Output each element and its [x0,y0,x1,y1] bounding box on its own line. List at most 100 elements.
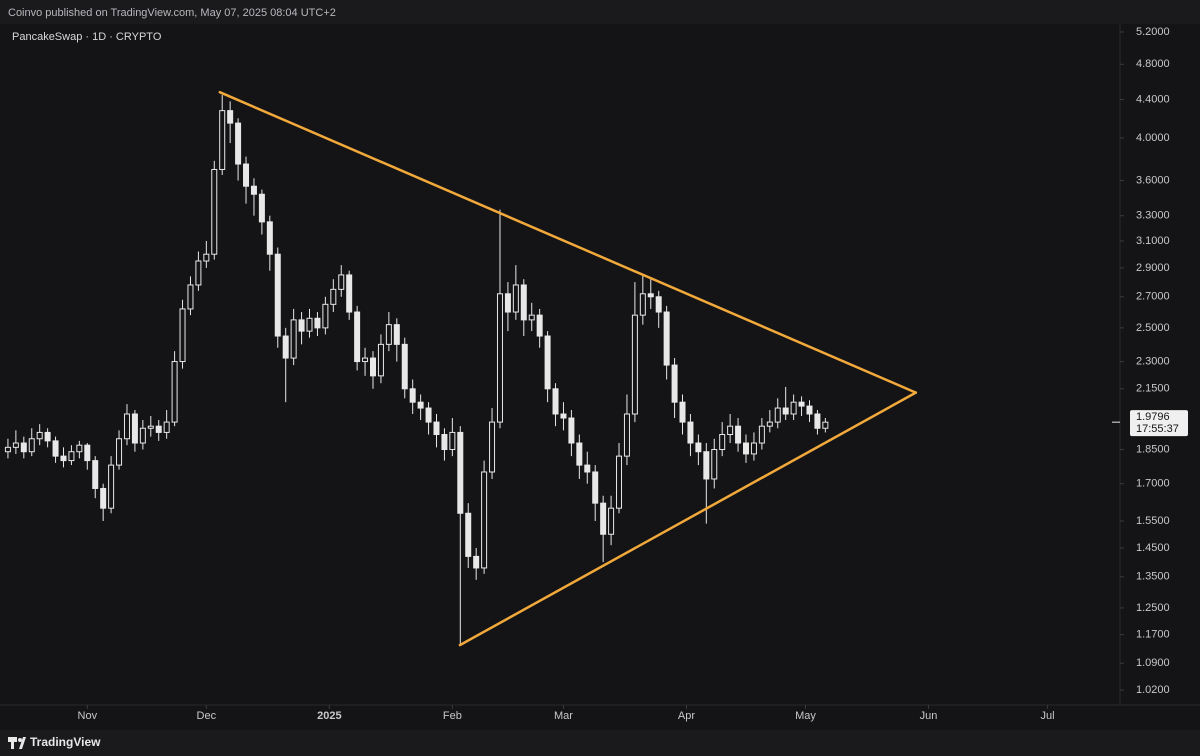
candle-body [219,110,226,170]
candle-body [489,421,496,473]
candle-body [385,324,392,345]
candle-body [147,425,154,429]
trendline [218,90,918,394]
candle-body [584,464,591,473]
y-tick-label: 2.9000 [1136,262,1170,274]
brand-logo [8,737,26,749]
y-tick-label: 1.1700 [1136,629,1170,641]
candle-body [806,405,813,415]
trendline [458,391,918,647]
candle-body [393,324,400,345]
y-tick-label: 1.0900 [1136,657,1170,669]
footer-bar [0,730,1200,756]
candle-body [727,425,734,436]
y-tick-label: 4.0000 [1136,132,1170,144]
candle-body [354,311,361,363]
candle-body [473,555,480,569]
candle-body [235,122,242,165]
candle-body [306,317,313,332]
x-tick-label: Dec [197,710,217,722]
candle-body [28,438,35,453]
y-tick-label: 2.7000 [1136,291,1170,303]
brand-name: TradingView [30,735,101,749]
x-tick-label: Jun [920,710,938,722]
y-tick-label: 1.5500 [1136,515,1170,527]
last-price-box [1130,410,1188,437]
candle-body [131,413,138,444]
candle-body [338,274,345,290]
candle-body [163,421,170,433]
candle-body [362,357,369,363]
candle-body [623,413,630,457]
candle-body [544,335,551,390]
candle-body [441,434,448,451]
candle-body [322,303,329,329]
plot-area [4,90,918,647]
candle-body [750,442,757,455]
candle-body [695,442,702,453]
candle-body [60,455,67,462]
x-tick-label: 2025 [317,710,341,722]
candle-body [766,421,773,427]
candle-body [290,319,297,359]
candle-body [512,284,519,313]
candle-body [179,308,186,363]
candle-body [171,361,178,423]
candle-body [631,314,638,415]
y-tick-label: 1.2500 [1136,602,1170,614]
candle-body [409,388,416,403]
candle-body [647,293,654,298]
candle-body [12,442,19,448]
y-tick-label: 3.1000 [1136,235,1170,247]
x-tick-label: Apr [678,710,695,722]
candle-body [20,442,27,453]
candle-body [274,253,281,337]
y-tick-label: 5.2000 [1136,26,1170,38]
candle-body [425,407,432,423]
x-tick-label: Feb [443,710,462,722]
candle-body [330,288,337,305]
candle-body [203,253,210,262]
candle-body [100,487,107,509]
y-tick-label: 1.7000 [1136,478,1170,490]
last-price: 1.9796 [1136,411,1170,423]
candle-body [814,413,821,429]
candle-body [314,317,321,329]
candle-body [227,110,234,124]
candle-body [616,455,623,509]
candle-body [346,274,353,313]
candle-body [123,413,130,440]
candle-body [250,185,257,195]
candle-body [600,502,607,535]
candle-body [36,431,43,440]
candle-body [92,460,99,489]
header-bar [0,0,1200,24]
candle-body [4,446,11,453]
candle-body [655,296,662,313]
candle-body [663,311,670,366]
candle-body [703,451,710,480]
candle-body [370,357,376,377]
y-tick-label: 1.8500 [1136,443,1170,455]
y-tick-label: 2.1500 [1136,383,1170,395]
candle-body [568,417,575,444]
candle-body [639,293,646,316]
candle-body [84,444,91,462]
candle-body [116,438,123,466]
y-tick-label: 1.3500 [1136,571,1170,583]
candle-body [433,421,440,436]
candle-body [520,284,527,321]
candle-body [108,464,115,509]
candle-body [576,442,583,466]
candle-body [68,451,75,462]
candle-body [608,507,615,535]
y-tick-label: 4.4000 [1136,93,1170,105]
candle-body [504,293,511,313]
candle-body [782,407,789,415]
x-tick-label: Jul [1041,710,1055,722]
candle-body [496,293,503,423]
candle-body [798,401,805,407]
